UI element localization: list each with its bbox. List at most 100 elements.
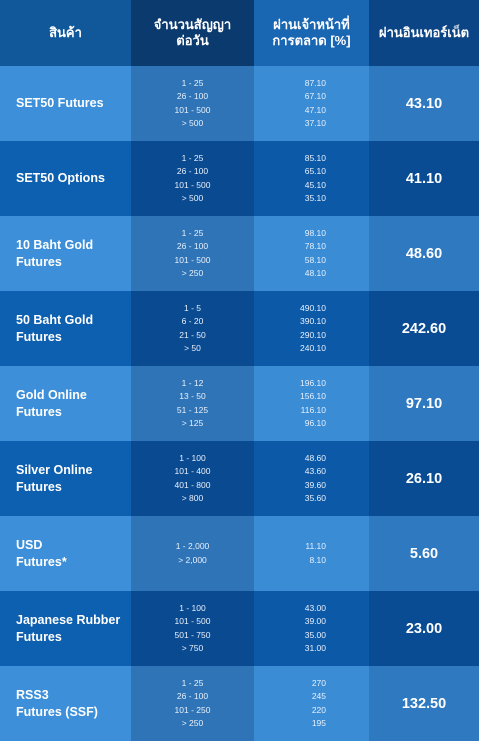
product-name: Gold Online Futures [0,366,131,441]
internet-fee: 43.10 [369,66,479,141]
volume-tier: 6 - 20 [181,316,204,326]
volume-tier: 21 - 50 [179,329,206,340]
product-name: SET50 Futures [0,66,131,141]
volume-tier: 1 - 100 [179,452,206,463]
broker-fees: 270 245 220 195 [254,666,369,741]
volume-tiers: 1 - 25 26 - 100 101 - 500 > 500 [131,66,254,141]
product-name: Japanese Rubber Futures [0,591,131,666]
volume-tier: > 800 [181,493,204,503]
volume-tier: > 500 [181,193,204,203]
broker-fee: 98.10 [304,227,326,238]
broker-fee: 245 [311,691,326,701]
broker-fee: 47.10 [304,104,326,115]
volume-tier: 26 - 100 [176,166,209,176]
broker-fee: 87.10 [304,77,326,88]
broker-fee: 290.10 [300,329,326,340]
broker-fee: 196.10 [300,377,326,388]
header-internet: ผ่านอินเทอร์เน็ต [369,0,479,66]
volume-tier: 101 - 250 [174,704,211,715]
broker-fee: 43.60 [304,466,326,476]
internet-fee: 242.60 [369,291,479,366]
broker-fee: 48.60 [304,452,326,463]
broker-fee: 78.10 [304,241,326,251]
volume-tier: 1 - 12 [181,377,204,388]
volume-tiers: 1 - 25 26 - 100 101 - 500 > 250 [131,216,254,291]
volume-tier: > 50 [184,343,201,353]
broker-fee: 195 [311,718,326,728]
volume-tier: 401 - 800 [174,479,211,490]
volume-tier: 101 - 500 [174,254,211,265]
product-name: 50 Baht Gold Futures [0,291,131,366]
volume-tiers: 1 - 100 101 - 500 501 - 750 > 750 [131,591,254,666]
broker-fee: 48.10 [304,268,326,278]
broker-fee: 35.60 [304,493,326,503]
volume-tiers: 1 - 100 101 - 400 401 - 800 > 800 [131,441,254,516]
volume-tier: 501 - 750 [174,629,211,640]
internet-fee: 23.00 [369,591,479,666]
volume-tiers: 1 - 12 13 - 50 51 - 125 > 125 [131,366,254,441]
volume-tier: > 750 [181,643,204,653]
broker-fee: 35.10 [304,193,326,203]
volume-tiers: 1 - 2,000 > 2,000 [131,516,254,591]
broker-fees: 85.10 65.10 45.10 35.10 [254,141,369,216]
broker-fees: 490.10 390.10 290.10 240.10 [254,291,369,366]
volume-tier: 1 - 25 [181,77,204,88]
product-name: 10 Baht Gold Futures [0,216,131,291]
broker-fee: 43.00 [304,602,326,613]
volume-tier: 26 - 100 [176,241,209,251]
internet-fee: 132.50 [369,666,479,741]
broker-fee: 39.60 [304,479,326,490]
volume-tier: 51 - 125 [176,404,209,415]
broker-fee: 240.10 [300,343,326,353]
broker-fee: 220 [311,704,326,715]
broker-fees: 48.60 43.60 39.60 35.60 [254,441,369,516]
volume-tier: > 500 [181,118,204,128]
broker-fee: 156.10 [300,391,326,401]
broker-fee: 45.10 [304,179,326,190]
volume-tier: 1 - 25 [181,677,204,688]
volume-tier: 101 - 400 [174,466,211,476]
volume-tier: 101 - 500 [174,179,211,190]
volume-tier: 1 - 100 [179,602,206,613]
volume-tier: 1 - 25 [181,227,204,238]
broker-fee: 390.10 [300,316,326,326]
broker-fee: 58.10 [304,254,326,265]
broker-fee: 490.10 [300,302,326,313]
volume-tier: 26 - 100 [176,691,209,701]
broker-fee: 270 [311,677,326,688]
broker-fees: 11.10 8.10 [254,516,369,591]
broker-fee: 8.10 [309,554,326,565]
volume-tier: 1 - 25 [181,152,204,163]
broker-fee: 65.10 [304,166,326,176]
broker-fee: 116.10 [300,404,326,415]
volume-tiers: 1 - 25 26 - 100 101 - 250 > 250 [131,666,254,741]
broker-fee: 96.10 [304,418,326,428]
volume-tier: 101 - 500 [174,104,211,115]
volume-tier: > 250 [181,268,204,278]
internet-fee: 41.10 [369,141,479,216]
broker-fees: 98.10 78.10 58.10 48.10 [254,216,369,291]
broker-fee: 39.00 [304,616,326,626]
broker-fee: 37.10 [304,118,326,128]
header-volume: จำนวนสัญญา ต่อวัน [131,0,254,66]
internet-fee: 97.10 [369,366,479,441]
broker-fee: 67.10 [304,91,326,101]
volume-tier: 1 - 5 [183,302,201,313]
volume-tier: 101 - 500 [174,616,211,626]
product-name: SET50 Options [0,141,131,216]
volume-tiers: 1 - 5 6 - 20 21 - 50 > 50 [131,291,254,366]
header-product: สินค้า [0,0,131,66]
volume-tier: > 2,000 [178,554,207,565]
volume-tier: 26 - 100 [176,91,209,101]
broker-fees: 87.10 67.10 47.10 37.10 [254,66,369,141]
volume-tier: 13 - 50 [179,391,206,401]
broker-fee: 11.10 [305,541,326,551]
header-broker: ผ่านเจ้าหน้าที่ การตลาด [%] [254,0,369,66]
internet-fee: 5.60 [369,516,479,591]
internet-fee: 48.60 [369,216,479,291]
volume-tier: 1 - 2,000 [175,541,210,551]
volume-tier: > 250 [181,718,204,728]
broker-fee: 31.00 [304,643,326,653]
volume-tier: > 125 [181,418,204,428]
